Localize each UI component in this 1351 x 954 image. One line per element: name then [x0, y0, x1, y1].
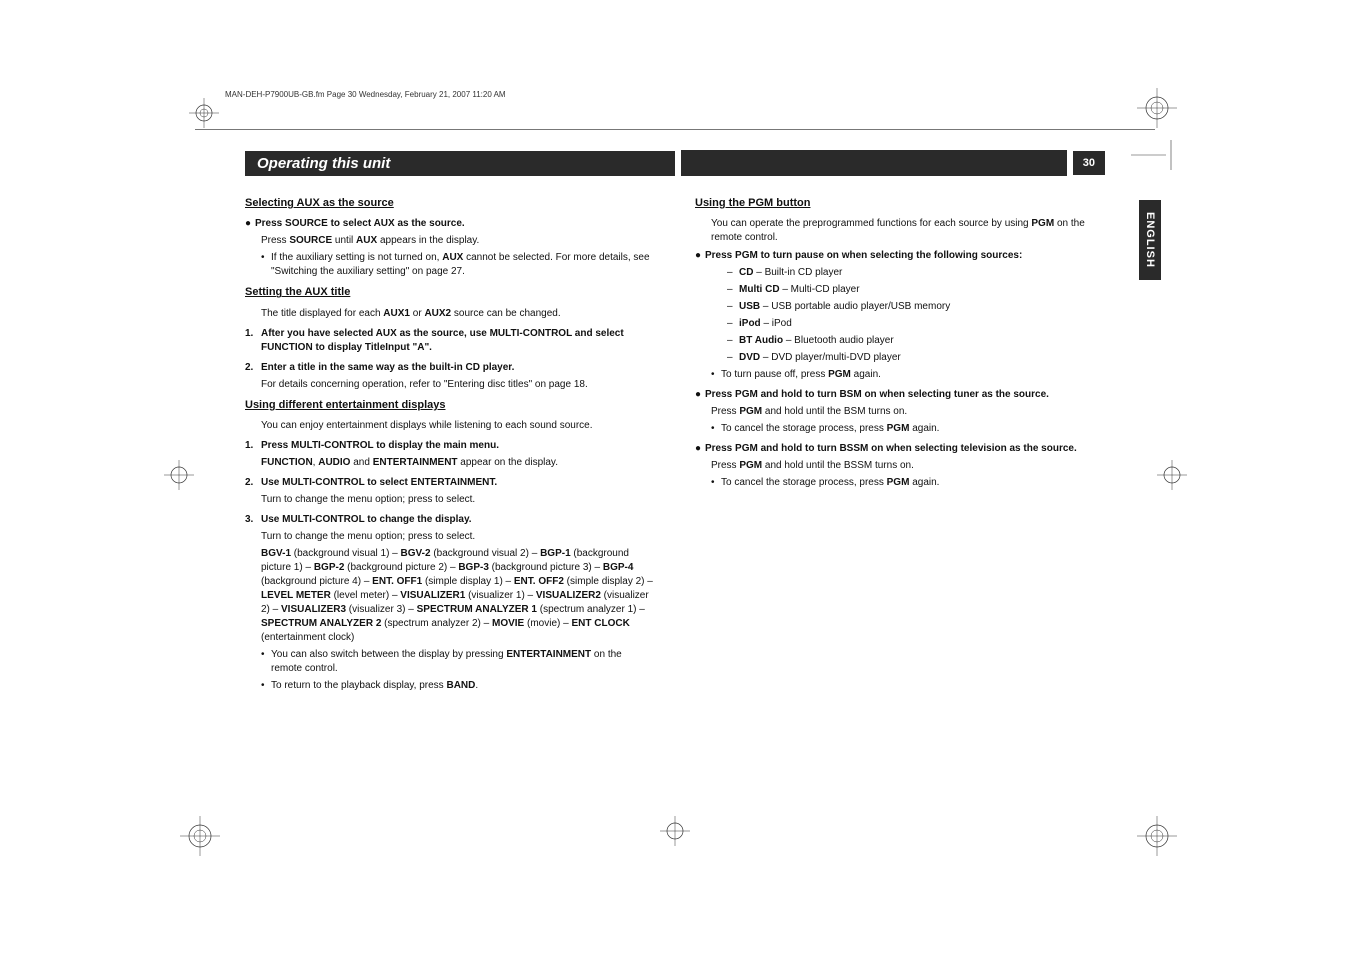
text: You can operate the preprogrammed functi…: [711, 217, 1105, 245]
heading-selecting-aux: Selecting AUX as the source: [245, 196, 655, 211]
source-usb: –USB – USB portable audio player/USB mem…: [727, 300, 1105, 314]
note-cancel-bsm: • To cancel the storage process, press P…: [711, 422, 1105, 436]
heading-setting-aux-title: Setting the AUX title: [245, 285, 655, 300]
right-column: Using the PGM button You can operate the…: [695, 190, 1105, 693]
note-switch-display: • You can also switch between the displa…: [261, 648, 655, 676]
text: The title displayed for each AUX1 or AUX…: [261, 307, 655, 321]
step-3-ent: 3. Use MULTI-CONTROL to change the displ…: [245, 513, 655, 527]
source-ipod: –iPod – iPod: [727, 317, 1105, 331]
section-title: Operating this unit: [245, 151, 675, 176]
heading-entertainment-displays: Using different entertainment displays: [245, 398, 655, 413]
page-content: MAN-DEH-P7900UB-GB.fm Page 30 Wednesday,…: [175, 90, 1175, 693]
note-return-playback: • To return to the playback display, pre…: [261, 679, 655, 693]
text: Press PGM and hold until the BSSM turns …: [711, 459, 1105, 473]
step-2-ent: 2. Use MULTI-CONTROL to select ENTERTAIN…: [245, 476, 655, 490]
note-aux-setting: • If the auxiliary setting is not turned…: [261, 251, 655, 279]
section-spacer: [681, 150, 1067, 176]
step-1-ent: 1. Press MULTI-CONTROL to display the ma…: [245, 439, 655, 453]
text: FUNCTION, AUDIO and ENTERTAINMENT appear…: [261, 456, 655, 470]
text: Turn to change the menu option; press to…: [261, 530, 655, 544]
bullet-pgm-bssm: ● Press PGM and hold to turn BSSM on whe…: [695, 442, 1105, 456]
note-cancel-bssm: • To cancel the storage process, press P…: [711, 476, 1105, 490]
bullet-press-source: ● Press SOURCE to select AUX as the sour…: [245, 217, 655, 231]
text: Press PGM and hold until the BSM turns o…: [711, 405, 1105, 419]
text: Press SOURCE to select AUX as the source…: [255, 218, 465, 229]
header-rule: [195, 129, 1155, 130]
step-1-aux-title: 1. After you have selected AUX as the so…: [245, 327, 655, 355]
text: Turn to change the menu option; press to…: [261, 493, 655, 507]
doc-header-line: MAN-DEH-P7900UB-GB.fm Page 30 Wednesday,…: [225, 90, 1175, 99]
step-2-aux-title: 2. Enter a title in the same way as the …: [245, 361, 655, 375]
source-bt-audio: –BT Audio – Bluetooth audio player: [727, 334, 1105, 348]
page-number-badge: 30: [1073, 151, 1105, 175]
regmark-bot-center: [660, 816, 690, 846]
display-options-list: BGV-1 (background visual 1) – BGV-2 (bac…: [261, 547, 655, 645]
note-pause-off: • To turn pause off, press PGM again.: [711, 368, 1105, 382]
bullet-pgm-bsm: ● Press PGM and hold to turn BSM on when…: [695, 388, 1105, 402]
text: Press SOURCE until AUX appears in the di…: [261, 234, 655, 248]
source-multi-cd: –Multi CD – Multi-CD player: [727, 283, 1105, 297]
text: You can enjoy entertainment displays whi…: [261, 419, 655, 433]
regmark-bot-left: [180, 816, 220, 856]
source-dvd: –DVD – DVD player/multi-DVD player: [727, 351, 1105, 365]
section-bar: Operating this unit 30: [245, 150, 1105, 176]
regmark-bot-right: [1137, 816, 1177, 856]
source-cd: –CD – Built-in CD player: [727, 266, 1105, 280]
text: For details concerning operation, refer …: [261, 378, 655, 392]
bullet-pgm-pause: ● Press PGM to turn pause on when select…: [695, 249, 1105, 263]
heading-pgm-button: Using the PGM button: [695, 196, 1105, 211]
left-column: Selecting AUX as the source ● Press SOUR…: [245, 190, 655, 693]
